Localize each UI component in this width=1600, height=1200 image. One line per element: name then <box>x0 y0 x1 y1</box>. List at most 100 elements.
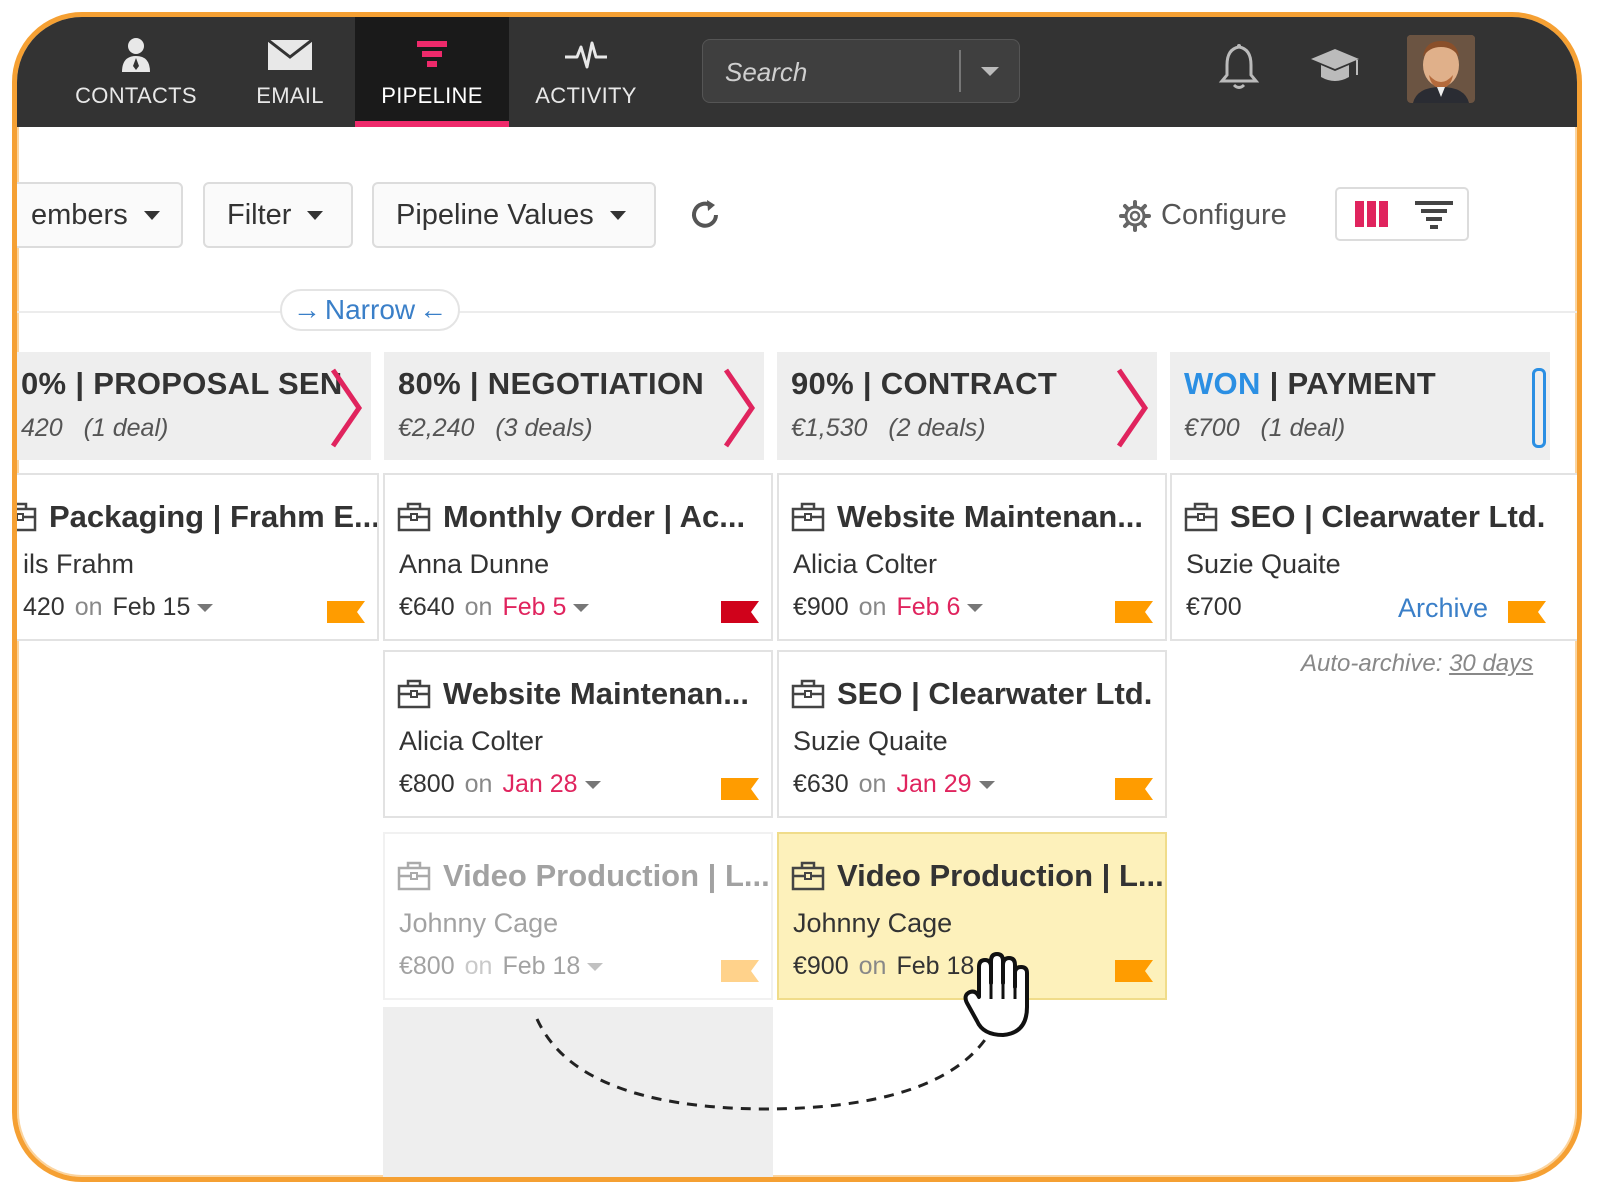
auto-archive-label: Auto-archive: <box>1301 650 1443 677</box>
deal-title-text: Video Production | L... <box>837 858 1164 893</box>
graduation-cap-icon[interactable] <box>1307 43 1363 96</box>
configure-button[interactable]: Configure <box>1119 199 1287 232</box>
divider <box>17 311 1577 313</box>
stage-total: €700 <box>1184 414 1240 442</box>
briefcase-icon <box>397 679 431 709</box>
stage-title: WON | PAYMENT <box>1184 366 1437 401</box>
flag-icon[interactable] <box>327 601 365 623</box>
deal-title-text: SEO | Clearwater Ltd. <box>1230 499 1546 534</box>
deal-contact: Johnny Cage <box>793 908 953 938</box>
deal-title: Video Production | L... <box>791 858 1164 894</box>
stage-name: PROPOSAL SEN <box>93 366 343 401</box>
deal-card-placeholder: Video Production | L... Johnny Cage €800… <box>383 832 773 1000</box>
avatar[interactable] <box>1407 35 1475 103</box>
stage-title: 80% | NEGOTIATION <box>398 366 705 401</box>
chevron-down-icon[interactable] <box>584 780 601 789</box>
deal-card[interactable]: Monthly Order | Ac... Anna Dunne €640 on… <box>383 473 773 641</box>
deal-meta: €800 on Feb 18 <box>399 952 604 981</box>
deal-date[interactable]: Jan 29 <box>896 770 972 798</box>
deal-title: SEO | Clearwater Ltd. <box>1184 499 1545 535</box>
flag-icon[interactable] <box>1508 601 1546 623</box>
bell-icon[interactable] <box>1217 43 1261 96</box>
tab-contacts[interactable]: CONTACTS <box>61 17 211 127</box>
deal-date[interactable]: Feb 15 <box>112 593 191 621</box>
stage-title: 0% | PROPOSAL SEN <box>21 366 343 401</box>
flag-icon[interactable] <box>721 778 759 800</box>
deal-card[interactable]: Website Maintenan... Alicia Colter €900 … <box>777 473 1167 641</box>
deal-amount: €630 <box>793 770 849 798</box>
deal-title: Video Production | L... <box>397 858 770 894</box>
deal-date[interactable]: Feb 18 <box>896 952 975 980</box>
stage-header[interactable]: WON | PAYMENT €700 (1 deal) <box>1170 352 1550 460</box>
flag-icon[interactable] <box>1115 778 1153 800</box>
archive-link[interactable]: Archive <box>1397 593 1488 623</box>
columns-view-icon[interactable] <box>1355 201 1389 227</box>
on-text: on <box>858 593 887 621</box>
stage-total: €2,240 <box>398 414 475 442</box>
stage-percent: 90% <box>791 366 854 401</box>
briefcase-icon <box>17 502 37 532</box>
deal-meta: €800 on Jan 28 <box>399 770 601 799</box>
narrow-button[interactable]: → Narrow ← <box>280 289 460 331</box>
stage-header[interactable]: 80% | NEGOTIATION €2,240 (3 deals) <box>384 352 764 460</box>
flag-icon[interactable] <box>1115 960 1153 982</box>
deal-card[interactable]: Website Maintenan... Alicia Colter €800 … <box>383 650 773 818</box>
stage-summary: €2,240 (3 deals) <box>398 414 593 443</box>
chevron-down-icon[interactable] <box>978 780 995 789</box>
pulse-icon <box>511 35 661 75</box>
stage-percent: 0% <box>21 366 67 401</box>
flag-icon[interactable] <box>1115 601 1153 623</box>
auto-archive-value[interactable]: 30 days <box>1449 650 1534 677</box>
funnel-view-icon[interactable] <box>1415 201 1453 229</box>
scroll-indicator[interactable] <box>1532 368 1546 448</box>
deal-contact: Johnny Cage <box>399 908 559 938</box>
chevron-down-icon[interactable] <box>197 603 214 612</box>
deal-title: Website Maintenan... <box>791 499 1143 535</box>
members-dropdown[interactable]: embers <box>17 182 183 248</box>
deal-amount: €640 <box>399 593 455 621</box>
chevron-down-icon[interactable] <box>967 603 984 612</box>
deal-card[interactable]: SEO | Clearwater Ltd. Suzie Quaite €700 … <box>1170 473 1577 641</box>
pipeline-values-label: Pipeline Values <box>396 198 594 231</box>
briefcase-icon <box>1184 502 1218 532</box>
flag-icon[interactable] <box>721 601 759 623</box>
arrow-left-icon: ← <box>419 294 448 325</box>
chevron-down-icon[interactable] <box>981 67 999 76</box>
funnel-icon <box>355 35 509 75</box>
chevron-down-icon <box>143 210 160 220</box>
deal-card[interactable]: Packaging | Frahm E... ils Frahm 420 on … <box>17 473 379 641</box>
on-text: on <box>858 770 887 798</box>
deal-date[interactable]: Feb 5 <box>502 593 567 621</box>
deal-meta: €630 on Jan 29 <box>793 770 995 799</box>
briefcase-icon <box>791 861 825 891</box>
search-box[interactable]: Search <box>702 39 1020 103</box>
top-nav: CONTACTS EMAIL PIPELINE ACTIVITY Search <box>17 17 1577 127</box>
on-text: on <box>858 952 887 980</box>
refresh-icon[interactable] <box>687 197 723 238</box>
chevron-down-icon <box>307 210 324 220</box>
chevron-down-icon[interactable] <box>573 603 590 612</box>
deal-card[interactable]: SEO | Clearwater Ltd. Suzie Quaite €630 … <box>777 650 1167 818</box>
deal-date[interactable]: Jan 28 <box>502 770 578 798</box>
tab-email[interactable]: EMAIL <box>215 17 365 127</box>
stage-name: CONTRACT <box>880 366 1058 401</box>
deal-title-text: Website Maintenan... <box>443 676 750 711</box>
tab-activity[interactable]: ACTIVITY <box>511 17 661 127</box>
auto-archive-note: Auto-archive: 30 days <box>1301 650 1533 678</box>
stage-title: 90% | CONTRACT <box>791 366 1058 401</box>
chevron-down-icon <box>587 962 604 971</box>
deal-title-text: SEO | Clearwater Ltd. <box>837 676 1153 711</box>
deal-contact: Anna Dunne <box>399 549 550 579</box>
deal-date[interactable]: Feb 6 <box>896 593 961 621</box>
stage-header[interactable]: 90% | CONTRACT €1,530 (2 deals) <box>777 352 1157 460</box>
deal-meta: €900 on Feb 6 <box>793 593 984 622</box>
deal-title: Packaging | Frahm E... <box>17 499 377 535</box>
stage-header[interactable]: 0% | PROPOSAL SEN 420 (1 deal) <box>17 352 371 460</box>
search-placeholder: Search <box>725 57 808 87</box>
deal-contact: ils Frahm <box>23 549 135 579</box>
tab-pipeline[interactable]: PIPELINE <box>355 17 509 127</box>
chevron-right-icon <box>1116 368 1149 448</box>
pipeline-values-dropdown[interactable]: Pipeline Values <box>372 182 656 248</box>
stage-total: €1,530 <box>791 414 868 442</box>
filter-dropdown[interactable]: Filter <box>203 182 353 248</box>
